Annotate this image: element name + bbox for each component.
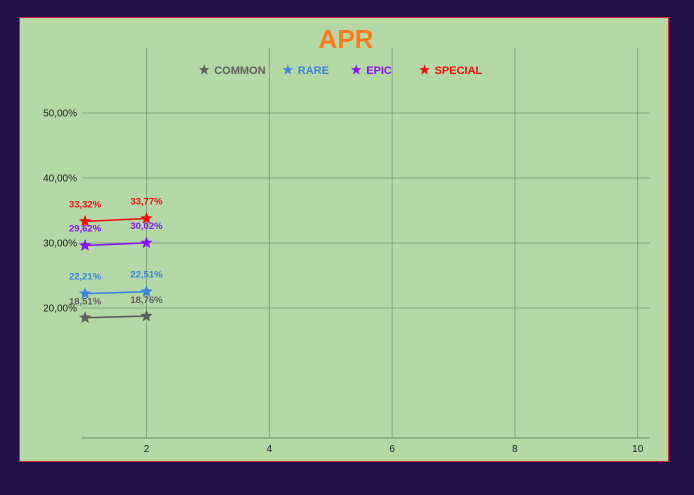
chart-frame: 20,00% 30,00% 40,00% 50,00% 2 4 6 8 10 18,51% 18,… [19, 17, 669, 462]
data-point-common [140, 309, 153, 322]
data-label-epic: 30,02% [130, 221, 163, 232]
axis-layer: 20,00% 30,00% 40,00% 50,00% 2 4 6 8 10 [43, 109, 644, 456]
legend-item-common: COMMON [214, 65, 265, 77]
legend-item-epic: EPIC [366, 65, 392, 77]
data-label-layer: 18,51% 18,76% 22,21% 22,51% 29,62% 30,02% 33,3… [69, 196, 163, 307]
data-label-special: 33,77% [130, 196, 163, 207]
legend-star-icon [419, 64, 430, 75]
x-tick-label: 8 [512, 444, 518, 455]
apr-line-chart: 20,00%30,00%40,00%50,00%2 4 6 8 10 18,51% 18,… [43, 24, 650, 456]
y-tick-label: 20,00% [43, 304, 77, 315]
data-label-epic: 29,62% [69, 223, 102, 234]
data-point-rare [78, 287, 92, 299]
data-label-special: 33,32% [69, 199, 102, 210]
legend: COMMON RARE EPIC SPECIAL [198, 64, 483, 77]
y-tick-label: 30,00% [43, 239, 77, 250]
y-tick-label: 50,00% [43, 109, 77, 120]
data-label-common: 18,76% [130, 295, 163, 306]
series-line-rare [85, 290, 147, 295]
data-point-special [78, 214, 92, 227]
legend-item-special: SPECIAL [435, 65, 483, 77]
data-label-common: 18,51% [69, 297, 102, 308]
chart-title: APR [319, 24, 374, 54]
x-tick-label: 4 [267, 444, 273, 455]
legend-star-icon [198, 64, 210, 75]
data-point-epic [78, 238, 92, 251]
x-tick-label: 10 [632, 444, 644, 455]
series-line-special [85, 217, 147, 223]
series-layer [78, 212, 153, 323]
legend-item-rare: RARE [298, 65, 329, 77]
data-point-rare [140, 285, 153, 297]
y-tick-label: 40,00% [43, 174, 77, 185]
data-point-special [140, 212, 153, 224]
data-label-rare: 22,21% [69, 272, 102, 283]
legend-star-icon [282, 64, 294, 75]
data-label-rare: 22,51% [130, 270, 163, 281]
x-tick-label: 6 [389, 444, 395, 455]
series-line-common [85, 315, 147, 319]
legend-star-icon [350, 64, 362, 75]
data-point-common [78, 311, 92, 323]
x-tick-label: 2 [144, 444, 150, 455]
data-point-epic [140, 236, 153, 249]
grid-layer [82, 48, 650, 439]
series-line-epic [85, 242, 147, 247]
